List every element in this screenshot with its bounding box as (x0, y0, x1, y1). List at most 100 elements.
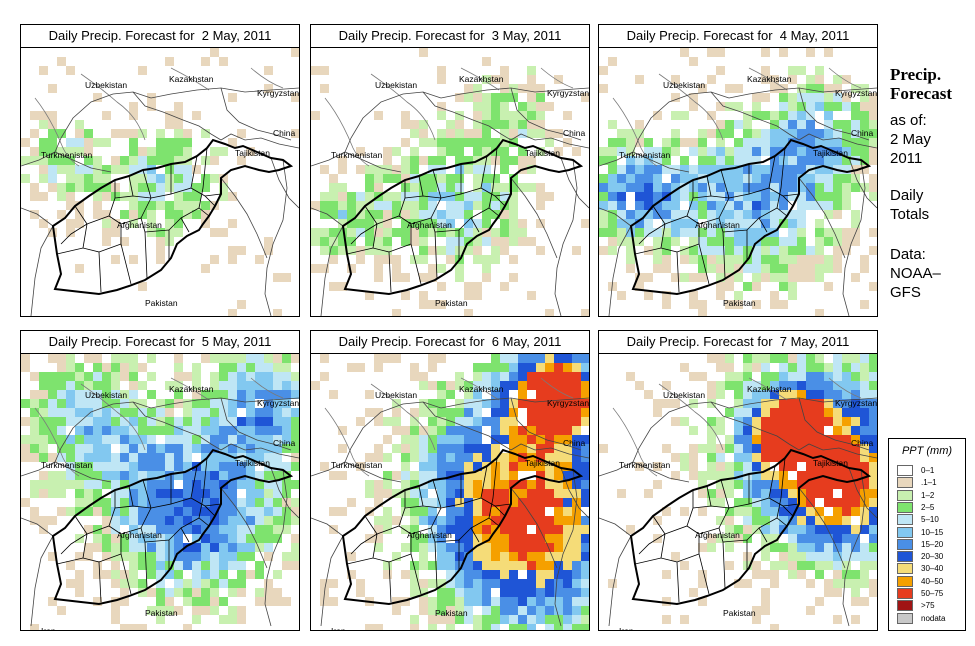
precip-cell (428, 516, 437, 525)
precip-cell (734, 246, 743, 255)
precip-cell (707, 354, 716, 363)
precip-cell (21, 156, 30, 165)
precip-cell (680, 111, 689, 120)
precip-cell (788, 273, 797, 282)
precip-cell (165, 417, 174, 426)
precip-cell (527, 570, 536, 579)
precip-cell (273, 489, 282, 498)
precip-cell (563, 435, 572, 444)
precip-cell (482, 192, 491, 201)
precip-cell (788, 516, 797, 525)
precip-cell (815, 399, 824, 408)
precip-cell (120, 489, 129, 498)
precip-cell (329, 192, 338, 201)
precip-cell (255, 597, 264, 606)
precip-cell (138, 462, 147, 471)
precip-cell (716, 390, 725, 399)
precip-cell (491, 399, 500, 408)
precip-cell (273, 534, 282, 543)
precip-cell (156, 228, 165, 237)
precip-cell (626, 228, 635, 237)
precip-cell (608, 165, 617, 174)
precip-cell (536, 516, 545, 525)
precip-cell (788, 381, 797, 390)
precip-cell (824, 102, 833, 111)
precip-cell (725, 228, 734, 237)
precip-cell (93, 354, 102, 363)
precip-cell (210, 174, 219, 183)
precip-cell (437, 534, 446, 543)
precip-cell (30, 489, 39, 498)
precip-cell (860, 462, 869, 471)
province-border (60, 533, 88, 555)
precip-cell (156, 534, 165, 543)
precip-cell (66, 408, 75, 417)
precip-cell (446, 237, 455, 246)
precip-cell (860, 264, 869, 273)
precip-cell (329, 210, 338, 219)
precip-cell (455, 156, 464, 165)
country-label-afghanistan: Afghanistan (695, 530, 740, 540)
province-border (350, 533, 378, 555)
precip-cell (608, 237, 617, 246)
precip-cell (536, 579, 545, 588)
precip-cell (806, 372, 815, 381)
precip-cell (338, 183, 347, 192)
precip-cell (273, 588, 282, 597)
precip-cell (761, 372, 770, 381)
precip-cell (383, 453, 392, 462)
precip-cell (138, 174, 147, 183)
precip-cell (102, 543, 111, 552)
precip-cell (797, 570, 806, 579)
precip-cell (860, 579, 869, 588)
precip-cell (291, 561, 299, 570)
river-line (828, 377, 862, 399)
precip-cell (869, 444, 877, 453)
precip-cell (698, 183, 707, 192)
precip-cell (392, 210, 401, 219)
precip-cell (219, 372, 228, 381)
precip-cell (437, 588, 446, 597)
border-line (798, 487, 846, 569)
precip-cell (518, 156, 527, 165)
precip-cell (770, 246, 779, 255)
precip-cell (779, 111, 788, 120)
precip-cell (192, 111, 201, 120)
precip-cell (761, 354, 770, 363)
precip-cell (419, 507, 428, 516)
precip-cell (392, 273, 401, 282)
precip-cell (482, 480, 491, 489)
precip-cell (365, 480, 374, 489)
border-line (311, 461, 402, 483)
precip-cell (473, 174, 482, 183)
precip-cell (39, 147, 48, 156)
precip-cell (39, 111, 48, 120)
precip-cell (860, 426, 869, 435)
precip-cell (842, 174, 851, 183)
precip-cell (219, 507, 228, 516)
province-border (198, 457, 208, 519)
precip-cell (689, 426, 698, 435)
precip-cell (518, 606, 527, 615)
precip-cell (392, 426, 401, 435)
precip-cell (282, 525, 291, 534)
precip-cell (761, 183, 770, 192)
precip-cell (626, 210, 635, 219)
precip-cell (788, 219, 797, 228)
precip-cell (237, 372, 246, 381)
precip-cell (860, 471, 869, 480)
precip-cell (572, 453, 581, 462)
precip-cell (734, 462, 743, 471)
precip-cell (500, 489, 509, 498)
precip-cell (500, 507, 509, 516)
country-label-turkmenistan: Turkmenistan (331, 150, 382, 160)
precip-cell (210, 255, 219, 264)
precip-cell (752, 237, 761, 246)
precip-cell (219, 561, 228, 570)
precip-cell (455, 498, 464, 507)
precip-cell (464, 84, 473, 93)
precip-cell (815, 525, 824, 534)
precip-cell (518, 120, 527, 129)
precip-cell (572, 525, 581, 534)
precip-cell (797, 255, 806, 264)
